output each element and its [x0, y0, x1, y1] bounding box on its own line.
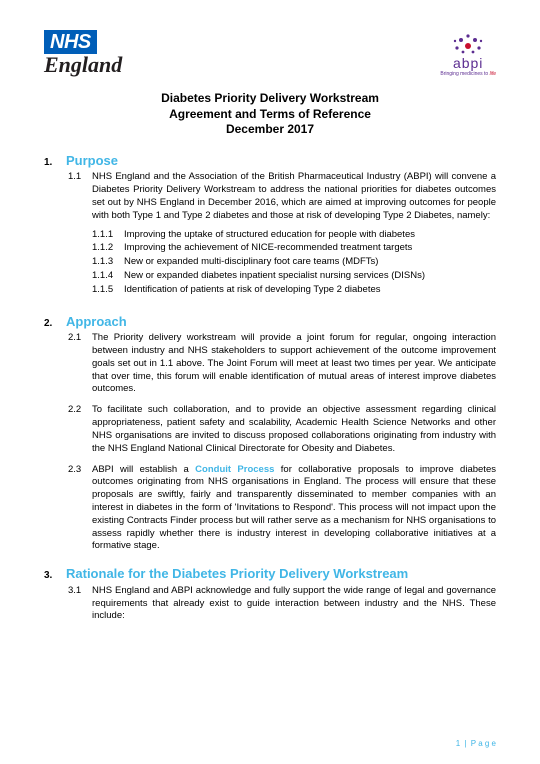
sub-item-body: New or expanded diabetes inpatient speci… [124, 270, 496, 283]
para-2-2-body: To facilitate such collaboration, and to… [92, 404, 496, 455]
sub-item: 1.1.1Improving the uptake of structured … [92, 229, 496, 242]
para-1-1: 1.1 NHS England and the Association of t… [68, 171, 496, 300]
section-1-num: 1. [44, 156, 56, 170]
nhs-logo-box: NHS [44, 30, 97, 54]
para-1-1-text: NHS England and the Association of the B… [92, 171, 496, 220]
section-1-heading: 1. Purpose [44, 152, 496, 170]
para-2-3: 2.3 ABPI will establish a Conduit Proces… [68, 464, 496, 554]
sub-item-num: 1.1.1 [92, 229, 124, 242]
para-2-3-a: ABPI will establish a [92, 464, 195, 475]
section-3-title: Rationale for the Diabetes Priority Deli… [66, 565, 408, 583]
header: NHS England abpi Bringing medicines to l… [44, 30, 496, 77]
para-3-1-num: 3.1 [68, 585, 92, 623]
sub-item-body: New or expanded multi-disciplinary foot … [124, 256, 496, 269]
abpi-logo-tagline: Bringing medicines to life [440, 72, 496, 77]
sub-list-1-1: 1.1.1Improving the uptake of structured … [92, 229, 496, 297]
para-3-1: 3.1 NHS England and ABPI acknowledge and… [68, 585, 496, 623]
para-3-1-body: NHS England and ABPI acknowledge and ful… [92, 585, 496, 623]
para-2-2: 2.2 To facilitate such collaboration, an… [68, 404, 496, 455]
sub-item-num: 1.1.2 [92, 242, 124, 255]
section-2-title: Approach [66, 313, 127, 331]
abpi-mark-icon [451, 30, 485, 58]
section-rationale: 3. Rationale for the Diabetes Priority D… [44, 565, 496, 623]
nhs-logo: NHS England [44, 30, 122, 76]
section-3-heading: 3. Rationale for the Diabetes Priority D… [44, 565, 496, 583]
abpi-logo-text: abpi [453, 56, 483, 70]
section-3-num: 3. [44, 569, 56, 583]
title-line-1: Diabetes Priority Delivery Workstream [44, 91, 496, 107]
page-footer: 1 | P a g e [456, 739, 496, 750]
sub-item: 1.1.3New or expanded multi-disciplinary … [92, 256, 496, 269]
para-2-1: 2.1 The Priority delivery workstream wil… [68, 332, 496, 396]
para-2-3-body: ABPI will establish a Conduit Process fo… [92, 464, 496, 554]
page-number: 1 [456, 739, 460, 748]
section-1-title: Purpose [66, 152, 118, 170]
para-2-1-body: The Priority delivery workstream will pr… [92, 332, 496, 396]
section-2-num: 2. [44, 317, 56, 331]
nhs-logo-england: England [44, 54, 122, 76]
sub-item-body: Identification of patients at risk of de… [124, 284, 496, 297]
abpi-logo: abpi Bringing medicines to life [440, 30, 496, 77]
sub-item-num: 1.1.5 [92, 284, 124, 297]
para-2-3-num: 2.3 [68, 464, 92, 554]
sub-item: 1.1.5Identification of patients at risk … [92, 284, 496, 297]
abpi-tag-b: life [490, 71, 496, 77]
abpi-tag-a: Bringing medicines to [440, 71, 489, 77]
footer-sep: | [464, 739, 466, 748]
sub-item-num: 1.1.4 [92, 270, 124, 283]
para-1-1-body: NHS England and the Association of the B… [92, 171, 496, 300]
section-2-heading: 2. Approach [44, 313, 496, 331]
document-title: Diabetes Priority Delivery Workstream Ag… [44, 91, 496, 138]
para-1-1-num: 1.1 [68, 171, 92, 300]
sub-item-body: Improving the achievement of NICE-recomm… [124, 242, 496, 255]
section-purpose: 1. Purpose 1.1 NHS England and the Assoc… [44, 152, 496, 301]
sub-item: 1.1.2Improving the achievement of NICE-r… [92, 242, 496, 255]
title-line-3: December 2017 [44, 122, 496, 138]
para-2-2-num: 2.2 [68, 404, 92, 455]
para-2-1-num: 2.1 [68, 332, 92, 396]
sub-item: 1.1.4New or expanded diabetes inpatient … [92, 270, 496, 283]
title-line-2: Agreement and Terms of Reference [44, 107, 496, 123]
section-approach: 2. Approach 2.1 The Priority delivery wo… [44, 313, 496, 554]
sub-item-num: 1.1.3 [92, 256, 124, 269]
page-word: P a g e [471, 739, 496, 748]
para-2-3-b: for collaborative proposals to improve d… [92, 464, 496, 552]
sub-item-body: Improving the uptake of structured educa… [124, 229, 496, 242]
para-2-3-emph: Conduit Process [195, 464, 274, 475]
